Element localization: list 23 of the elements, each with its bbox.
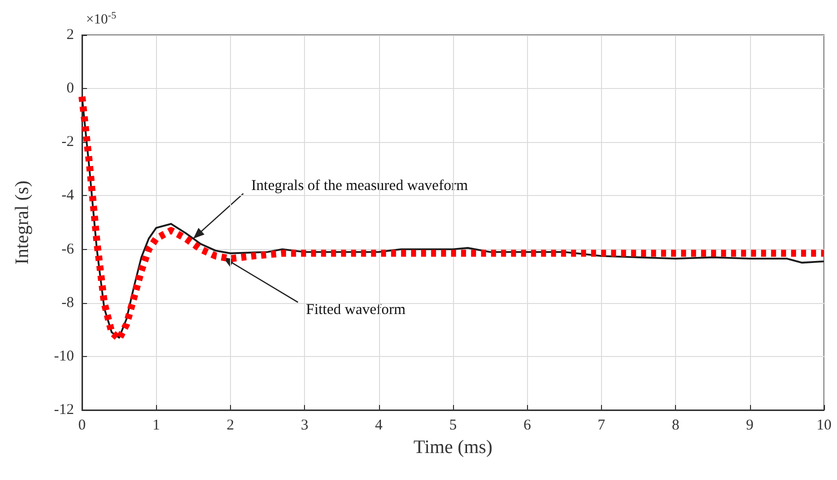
y-tick-label: 2 bbox=[66, 27, 74, 43]
x-tick-label: 3 bbox=[300, 418, 308, 434]
x-tick-label: 2 bbox=[226, 418, 234, 434]
x-tick-label: 1 bbox=[152, 418, 160, 434]
y-tick-label: -8 bbox=[62, 294, 74, 311]
annotation: Fitted waveform bbox=[306, 302, 406, 318]
y-tick-label: -6 bbox=[62, 241, 74, 258]
x-tick-label: 7 bbox=[598, 418, 606, 434]
y-tick-label: -2 bbox=[62, 134, 74, 150]
x-tick-label: 5 bbox=[449, 418, 457, 434]
y-tick-label: 0 bbox=[66, 80, 74, 97]
x-tick-label: 4 bbox=[375, 418, 384, 434]
x-tick-label: 0 bbox=[78, 418, 86, 434]
annotation: Integrals of the measured waveform bbox=[251, 178, 468, 194]
x-tick-label: 8 bbox=[672, 418, 680, 434]
x-tick-label: 6 bbox=[523, 418, 532, 434]
y-tick-label: -10 bbox=[54, 348, 74, 364]
x-tick-label: 10 bbox=[816, 418, 832, 434]
x-tick-label: 9 bbox=[746, 418, 754, 434]
y-tick-label: -4 bbox=[62, 188, 74, 204]
y-axis-title: Integral (s) bbox=[12, 180, 33, 264]
x-axis-title: Time (ms) bbox=[413, 437, 493, 458]
y-tick-label: -12 bbox=[54, 402, 74, 418]
